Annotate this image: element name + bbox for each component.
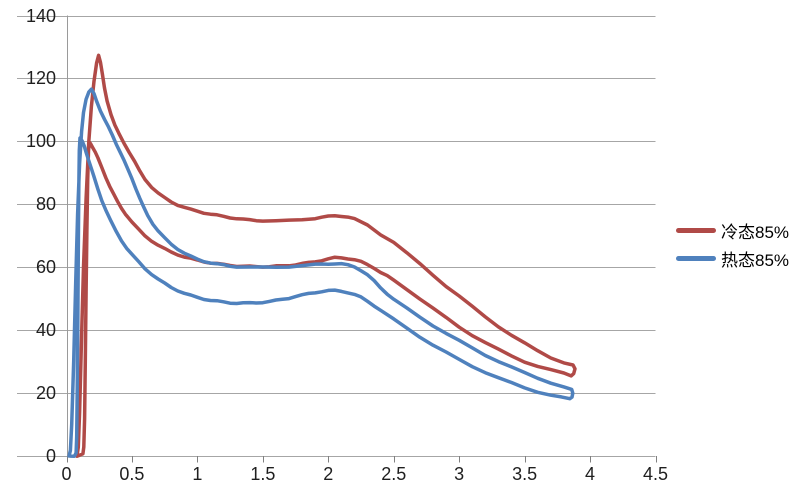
legend-label-hot: 热态85% xyxy=(721,250,790,270)
legend-item-cold-85[interactable]: 冷态85% xyxy=(676,218,789,242)
x-tick-label: 4 xyxy=(585,464,596,484)
y-tick-label: 0 xyxy=(45,446,56,466)
y-tick-label: 120 xyxy=(25,68,56,89)
x-tick-label: 2 xyxy=(323,464,334,484)
x-tick-label: 0 xyxy=(61,464,72,484)
y-tick-label: 20 xyxy=(35,383,56,404)
x-tick-label: 0.5 xyxy=(119,464,145,484)
series-line-hot-85 xyxy=(67,87,575,458)
legend-line-swatch-cold xyxy=(676,227,716,233)
legend-item-hot-85[interactable]: 热态85% xyxy=(676,246,789,270)
y-tick-label: 80 xyxy=(35,194,56,215)
x-tick-label: 3.5 xyxy=(512,464,538,484)
y-tick-label: 100 xyxy=(25,131,56,152)
x-tick-label: 1 xyxy=(192,464,203,484)
y-tick-label: 60 xyxy=(35,257,56,278)
legend-label-cold: 冷态85% xyxy=(721,222,790,242)
x-tick-label: 3 xyxy=(454,464,465,484)
y-tick-label: 40 xyxy=(35,320,56,341)
legend-line-swatch-hot xyxy=(676,255,716,261)
x-tick-label: 4.5 xyxy=(642,464,669,484)
x-tick-label: 2.5 xyxy=(381,464,407,484)
series-line-cold-85 xyxy=(75,53,577,458)
legend: 冷态85% 热态85% xyxy=(676,218,789,274)
y-tick-label: 140 xyxy=(25,5,56,26)
x-tick-label: 1.5 xyxy=(250,464,276,484)
